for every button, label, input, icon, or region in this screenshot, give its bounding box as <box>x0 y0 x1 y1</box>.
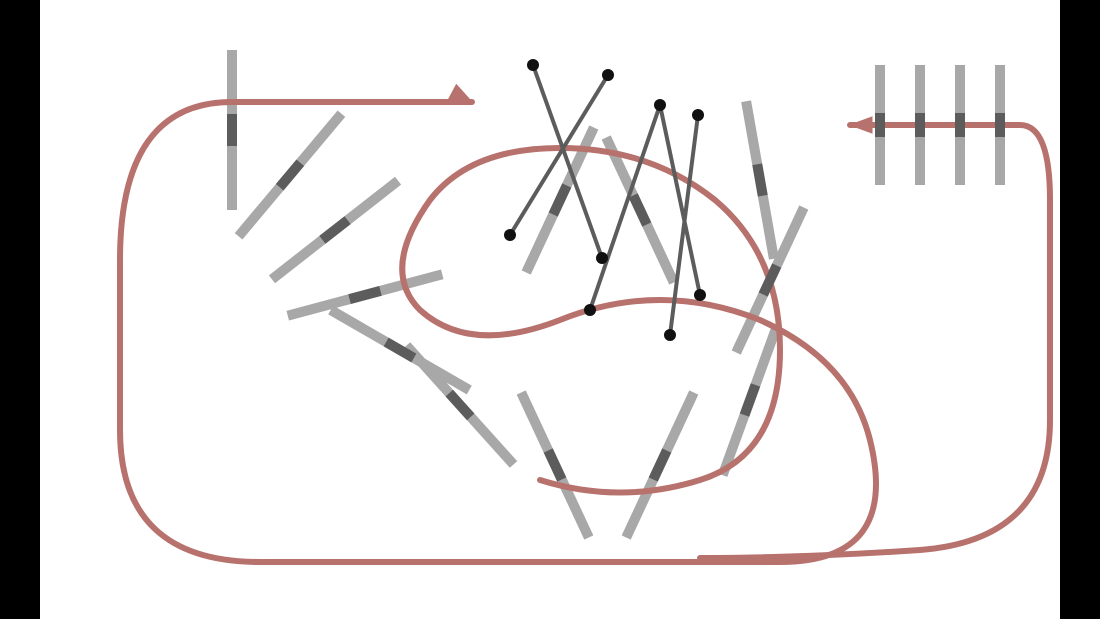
bar-dark <box>553 185 567 214</box>
diagram-svg <box>0 0 1100 619</box>
node-dot <box>664 329 676 341</box>
bar-dark <box>653 450 667 479</box>
node-dot <box>527 59 539 71</box>
bar-dark <box>350 291 381 299</box>
arrowhead-icon <box>449 85 472 102</box>
node-dot <box>596 252 608 264</box>
bar-dark <box>280 163 301 188</box>
node-dot <box>602 69 614 81</box>
node-dot <box>654 99 666 111</box>
dot-connector <box>590 105 660 310</box>
node-dot <box>692 109 704 121</box>
bar-dark <box>633 195 647 224</box>
bar-dark <box>757 164 763 196</box>
bar-dark <box>745 385 756 415</box>
node-dot <box>694 289 706 301</box>
diagram-canvas <box>0 0 1100 619</box>
bar-dark <box>548 450 562 479</box>
node-dot <box>504 229 516 241</box>
bar-dark <box>322 220 347 240</box>
node-dot <box>584 304 596 316</box>
arrowhead-icon <box>850 117 872 133</box>
dot-lines-layer <box>510 65 700 335</box>
bar-dark <box>449 393 470 417</box>
